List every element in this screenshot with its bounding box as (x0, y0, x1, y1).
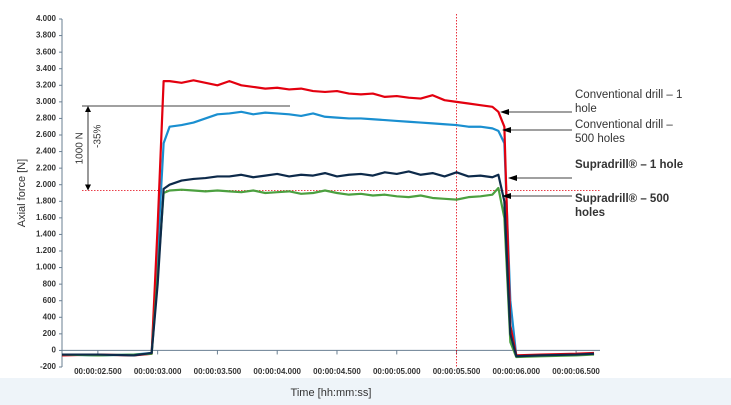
y-tick-label: 1.400 (36, 230, 57, 239)
y-tick-label: 2.800 (36, 114, 57, 123)
x-tick-label: 00:00:04.000 (253, 367, 301, 376)
y-tick-label: 1.000 (36, 263, 57, 272)
y-tick-label: 0 (52, 346, 57, 355)
legend-label: Supradrill® – 1 hole (575, 159, 684, 171)
x-tick-label: 00:00:05.500 (433, 367, 481, 376)
y-tick-label: 2.000 (36, 180, 57, 189)
y-tick-label: 1.600 (36, 213, 57, 222)
footer-band (0, 378, 731, 405)
y-tick-label: 1.200 (36, 246, 57, 255)
y-tick-label: -200 (40, 362, 57, 371)
y-tick-label: 3.800 (36, 31, 57, 40)
y-tick-label: 800 (43, 279, 57, 288)
arrow-head (508, 175, 517, 181)
y-tick-label: 400 (43, 312, 57, 321)
y-tick-label: 3.200 (36, 80, 57, 89)
y-tick-label: 2.200 (36, 163, 57, 172)
x-tick-label: 00:00:05.000 (373, 367, 421, 376)
x-axis-label: Time [hh:mm:ss] (291, 387, 372, 399)
y-tick-label: 2.400 (36, 147, 57, 156)
annotation: 1000 N (75, 132, 86, 164)
data-line (61, 79, 595, 357)
data-line (61, 186, 595, 359)
x-tick-label: 00:00:06.000 (493, 367, 541, 376)
x-tick-label: 00:00:02.500 (74, 367, 122, 376)
data-line (61, 110, 595, 358)
y-tick-label: 3.400 (36, 64, 57, 73)
legend-label: Conventional drill – 500 holes (575, 119, 673, 145)
data-line (62, 170, 595, 358)
y-tick-label: 2.600 (36, 130, 57, 139)
y-tick-label: 600 (43, 296, 57, 305)
y-tick-label: 4.000 (36, 14, 57, 23)
arrow-head (502, 127, 511, 133)
y-tick-label: 1.800 (36, 196, 57, 205)
x-tick-label: 00:00:03.500 (194, 367, 242, 376)
legend-label: Conventional drill – 1 hole (575, 89, 683, 115)
y-tick-label: 3.000 (36, 97, 57, 106)
legend-label: Supradrill® – 500 holes (575, 193, 670, 219)
y-tick-label: 200 (43, 329, 57, 338)
arrow-head (502, 193, 511, 199)
annotation: -35% (93, 124, 104, 147)
arrow-head (500, 109, 509, 115)
x-tick-label: 00:00:03.000 (134, 367, 182, 376)
y-tick-label: 3.600 (36, 47, 57, 56)
x-tick-label: 00:00:04.500 (313, 367, 361, 376)
y-axis-label: Axial force [N] (16, 159, 28, 227)
x-tick-label: 00:00:06.500 (552, 367, 600, 376)
